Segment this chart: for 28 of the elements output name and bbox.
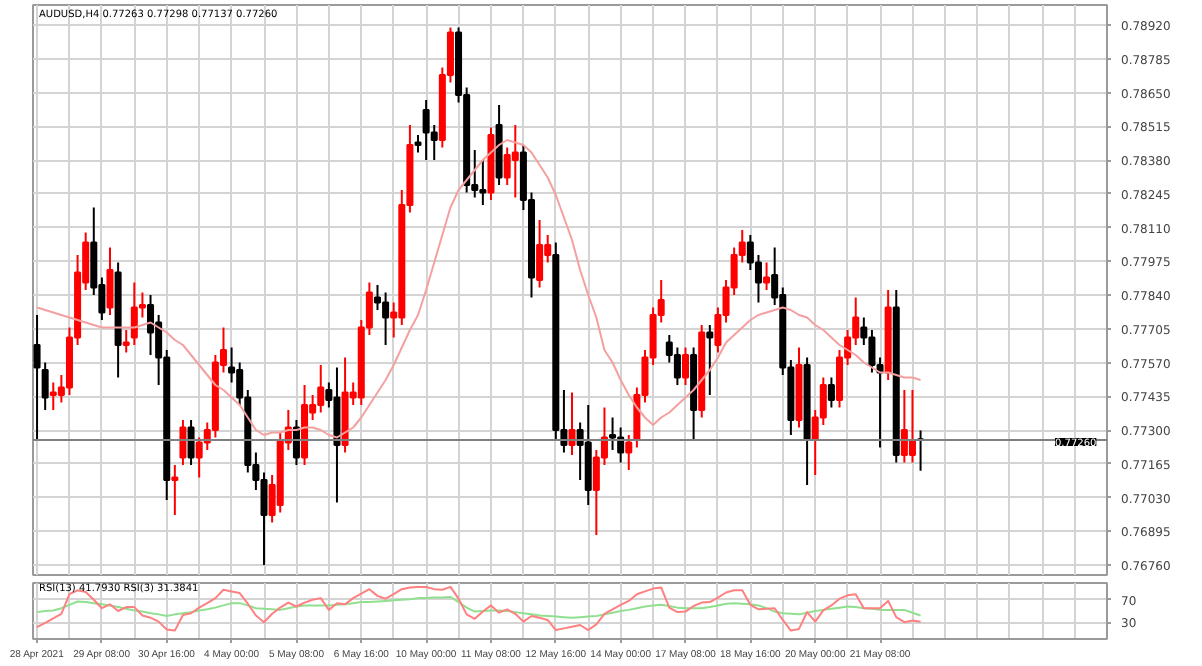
candlestick xyxy=(827,376,835,409)
candlestick xyxy=(681,346,690,386)
candlestick xyxy=(179,419,187,466)
candlestick xyxy=(536,219,544,289)
candlestick xyxy=(568,391,576,456)
candlestick xyxy=(609,416,617,451)
candlestick xyxy=(373,284,381,311)
candlestick xyxy=(617,426,625,464)
candlestick xyxy=(130,281,138,346)
candlestick xyxy=(706,324,714,396)
candlestick xyxy=(171,464,179,516)
candlestick xyxy=(511,124,519,199)
candlestick xyxy=(187,419,195,466)
candlestick xyxy=(147,294,155,356)
candlestick xyxy=(382,291,390,346)
candlestick xyxy=(673,346,681,386)
candlestick xyxy=(106,246,114,316)
candlestick xyxy=(33,314,41,441)
candlestick xyxy=(317,364,325,414)
candlestick xyxy=(49,381,57,411)
line-series xyxy=(36,585,922,632)
candlestick xyxy=(763,261,771,291)
line-series xyxy=(36,596,922,619)
candlestick xyxy=(908,389,916,464)
candlestick xyxy=(422,99,430,161)
candlestick xyxy=(333,366,341,504)
candlestick xyxy=(900,389,908,464)
candlestick xyxy=(584,404,592,506)
